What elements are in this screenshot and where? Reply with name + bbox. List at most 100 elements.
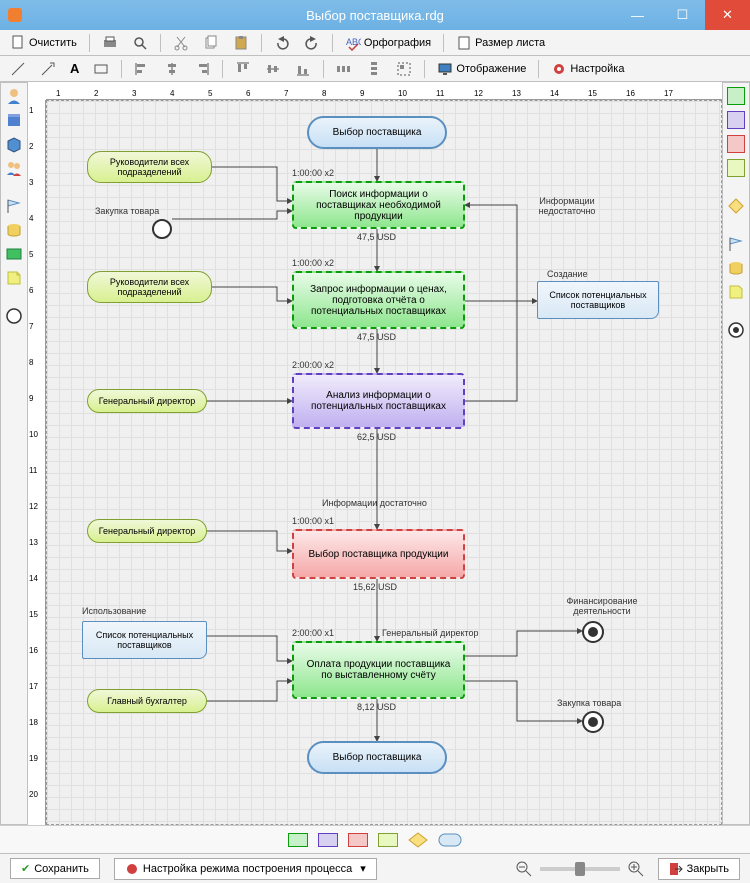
display-button[interactable]: Отображение [433, 59, 530, 79]
p1-label: Поиск информации о поставщиках необходим… [300, 189, 457, 222]
process-4[interactable]: Выбор поставщика продукции [292, 529, 465, 579]
legend-red[interactable] [348, 833, 368, 847]
ruler-vertical: 1234567891011121314151617181920 [28, 100, 46, 825]
preview-button[interactable] [128, 33, 152, 53]
time-3: 2:00:00 x2 [292, 360, 334, 370]
cylinder2-icon[interactable] [727, 259, 745, 277]
person-icon[interactable] [5, 87, 23, 105]
new-button[interactable]: Очистить [6, 33, 81, 53]
box-icon[interactable] [5, 135, 23, 153]
paste-button[interactable] [229, 33, 253, 53]
terminal-1[interactable] [582, 621, 604, 643]
align-top[interactable] [231, 59, 255, 79]
diamond-icon[interactable] [727, 197, 745, 215]
page-label: Размер листа [475, 37, 545, 49]
left-palette [0, 82, 28, 825]
line-tool[interactable] [6, 59, 30, 79]
cut-button[interactable] [169, 33, 193, 53]
align-right[interactable] [190, 59, 214, 79]
settings-label: Настройка [570, 63, 624, 75]
align-bottom[interactable] [291, 59, 315, 79]
greenbox-icon[interactable] [5, 245, 23, 263]
swatch-purple[interactable] [727, 111, 745, 129]
legend-lime[interactable] [378, 833, 398, 847]
start-node[interactable]: Выбор поставщика [307, 116, 447, 149]
copy-button[interactable] [199, 33, 223, 53]
edge-usage: Использование [82, 606, 146, 616]
legend-purple[interactable] [318, 833, 338, 847]
zoom-slider[interactable] [540, 867, 620, 871]
role-4[interactable]: Генеральный директор [87, 519, 207, 543]
display-label: Отображение [456, 63, 526, 75]
legend-green[interactable] [288, 833, 308, 847]
doc-1[interactable]: Список потенциальных поставщиков [537, 281, 659, 319]
people-icon[interactable] [5, 159, 23, 177]
process-3[interactable]: Анализ информации о потенциальных постав… [292, 373, 465, 429]
swatch-lime[interactable] [727, 159, 745, 177]
end-node[interactable]: Выбор поставщика [307, 741, 447, 774]
edge-purchase: Закупка товара [557, 698, 621, 708]
dist-h[interactable] [332, 59, 356, 79]
process-5[interactable]: Оплата продукции поставщика по выставлен… [292, 641, 465, 699]
note-icon[interactable] [5, 269, 23, 287]
rect-tool[interactable] [89, 59, 113, 79]
align-center[interactable] [160, 59, 184, 79]
role-3[interactable]: Генеральный директор [87, 389, 207, 413]
book-icon[interactable] [5, 111, 23, 129]
zoom-out-icon[interactable] [516, 861, 532, 877]
maximize-button[interactable]: ☐ [660, 0, 705, 30]
cylinder-icon[interactable] [5, 221, 23, 239]
target-icon[interactable] [727, 321, 745, 339]
canvas[interactable]: Выбор поставщика Поиск информации о пост… [46, 100, 722, 825]
note2-icon[interactable] [727, 283, 745, 301]
edge-financing: Финансирование деятельности [557, 596, 647, 616]
input-circle[interactable] [152, 219, 172, 239]
role-1[interactable]: Руководители всех подразделений [87, 151, 212, 183]
process-2[interactable]: Запрос информации о ценах, подготовка от… [292, 271, 465, 329]
terminal-2[interactable] [582, 711, 604, 733]
circle-icon[interactable] [5, 307, 23, 325]
group-button[interactable] [392, 59, 416, 79]
cost-2: 47,5 USD [357, 332, 396, 342]
doc-2[interactable]: Список потенциальных поставщиков [82, 621, 207, 659]
swatch-red[interactable] [727, 135, 745, 153]
close-button[interactable]: ✕ [705, 0, 750, 30]
align-left[interactable] [130, 59, 154, 79]
main-area: 1234567891011121314151617 12345678910111… [0, 82, 750, 825]
role-5[interactable]: Главный бухгалтер [87, 689, 207, 713]
exit-button[interactable]: Закрыть [658, 858, 740, 880]
p2-label: Запрос информации о ценах, подготовка от… [300, 284, 457, 317]
align-middle[interactable] [261, 59, 285, 79]
zoom-in-icon[interactable] [628, 861, 644, 877]
mode-button[interactable]: Настройка режима построения процесса▾ [114, 858, 377, 880]
legend-oval[interactable] [438, 832, 462, 848]
print-button[interactable] [98, 33, 122, 53]
save-button[interactable]: ✔Сохранить [10, 858, 100, 879]
settings-button[interactable]: Настройка [547, 59, 628, 79]
clear-label: Очистить [29, 37, 77, 49]
page-size-button[interactable]: Размер листа [452, 33, 549, 53]
spell-label: Орфография [364, 37, 431, 49]
swatch-green[interactable] [727, 87, 745, 105]
edge-sufficient: Информации достаточно [322, 498, 427, 508]
flag2-icon[interactable] [727, 235, 745, 253]
process-1[interactable]: Поиск информации о поставщиках необходим… [292, 181, 465, 229]
cost-4: 15,62 USD [353, 582, 397, 592]
cost-1: 47,5 USD [357, 232, 396, 242]
legend-row [0, 825, 750, 853]
spellcheck-button[interactable]: ABCОрфография [341, 33, 435, 53]
text-tool[interactable]: A [66, 59, 83, 78]
redo-button[interactable] [300, 33, 324, 53]
role-2[interactable]: Руководители всех подразделений [87, 271, 212, 303]
time-1: 1:00:00 x2 [292, 168, 334, 178]
legend-diamond[interactable] [408, 832, 428, 848]
zoom-controls [516, 861, 644, 877]
flag-icon[interactable] [5, 197, 23, 215]
undo-button[interactable] [270, 33, 294, 53]
minimize-button[interactable]: — [615, 0, 660, 30]
toolbar-1: Очистить ABCОрфография Размер листа [0, 30, 750, 56]
dist-v[interactable] [362, 59, 386, 79]
arrow-tool[interactable] [36, 59, 60, 79]
svg-text:ABC: ABC [346, 37, 361, 47]
end-label: Выбор поставщика [333, 752, 422, 763]
